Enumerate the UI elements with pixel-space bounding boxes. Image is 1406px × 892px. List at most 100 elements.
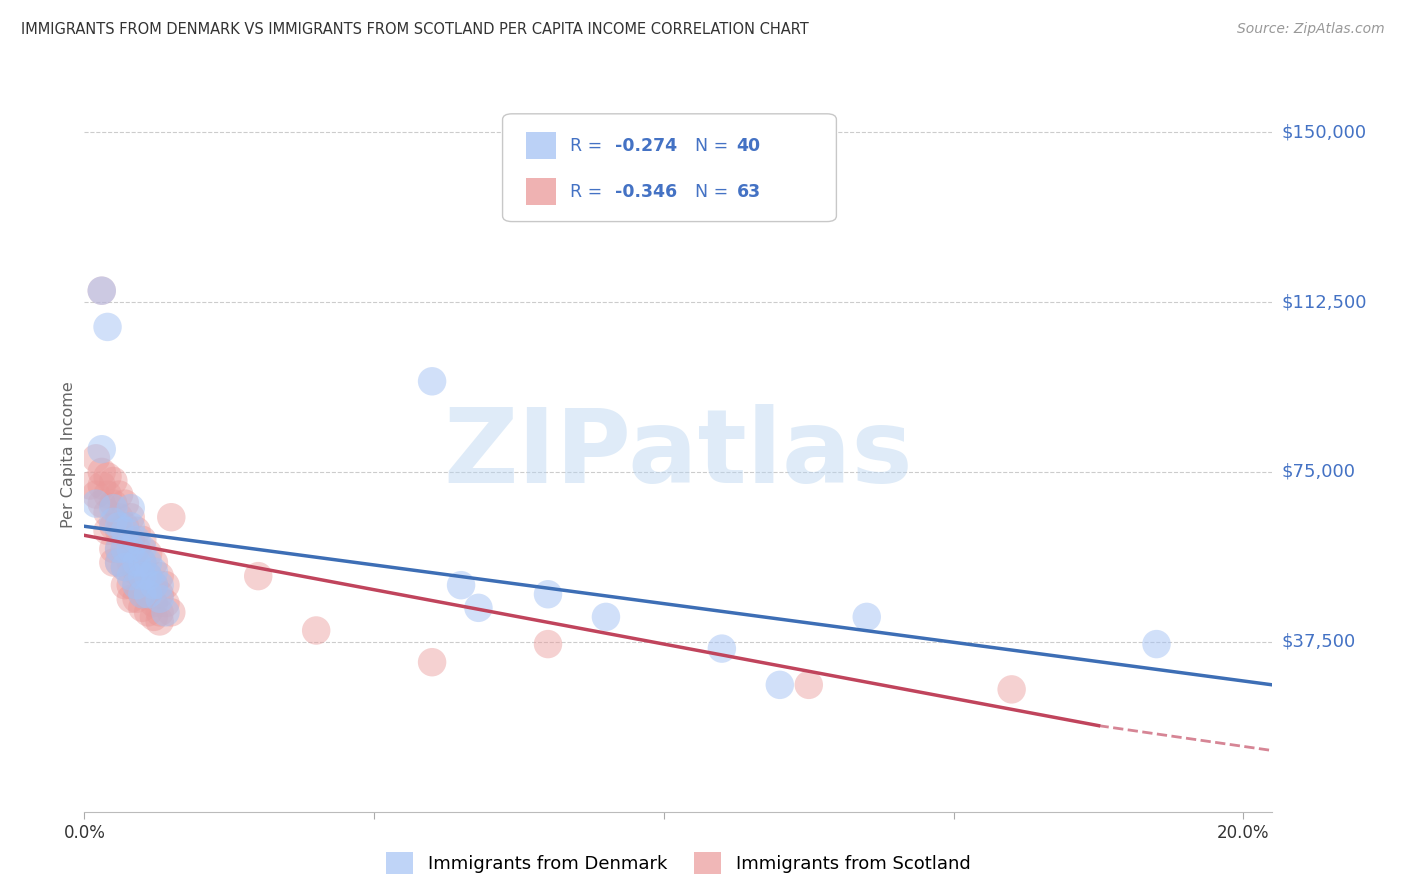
Point: [136, 556, 159, 570]
Point: [108, 541, 131, 556]
Point: [120, 519, 142, 533]
Point: [96, 469, 118, 483]
Point: [114, 541, 136, 556]
Point: [114, 497, 136, 511]
Point: [155, 606, 177, 620]
Point: [120, 510, 142, 524]
Text: $37,500: $37,500: [1282, 632, 1357, 651]
Point: [247, 569, 270, 583]
Point: [142, 596, 165, 610]
Point: [125, 578, 148, 592]
Point: [537, 637, 560, 651]
Point: [142, 565, 165, 579]
Point: [108, 487, 131, 501]
Point: [120, 591, 142, 606]
Point: [103, 556, 125, 570]
Point: [1001, 682, 1024, 697]
Point: [108, 519, 131, 533]
Point: [120, 501, 142, 516]
Point: [136, 546, 159, 560]
Point: [142, 578, 165, 592]
Point: [450, 578, 472, 592]
Point: [131, 569, 153, 583]
Point: [136, 606, 159, 620]
Point: [108, 541, 131, 556]
FancyBboxPatch shape: [502, 114, 837, 221]
Point: [90, 442, 112, 457]
Point: [467, 600, 489, 615]
Y-axis label: Per Capita Income: Per Capita Income: [60, 382, 76, 528]
Point: [149, 615, 172, 629]
Point: [136, 569, 159, 583]
Point: [155, 578, 177, 592]
Point: [155, 596, 177, 610]
Point: [160, 510, 183, 524]
Point: [142, 556, 165, 570]
Point: [79, 478, 101, 492]
Point: [96, 487, 118, 501]
Point: [131, 533, 153, 547]
Point: [90, 465, 112, 479]
Point: [125, 591, 148, 606]
Point: [90, 284, 112, 298]
Point: [149, 569, 172, 583]
Point: [1146, 637, 1168, 651]
Point: [160, 606, 183, 620]
Point: [120, 578, 142, 592]
Point: [595, 610, 617, 624]
Point: [537, 587, 560, 601]
Point: [131, 541, 153, 556]
Point: [114, 519, 136, 533]
Point: [136, 569, 159, 583]
Text: $150,000: $150,000: [1282, 123, 1367, 141]
Point: [114, 541, 136, 556]
Point: [114, 578, 136, 592]
Bar: [526, 178, 555, 205]
Point: [120, 541, 142, 556]
Point: [114, 524, 136, 538]
Point: [131, 587, 153, 601]
Bar: [526, 132, 555, 159]
Point: [84, 451, 107, 466]
Point: [103, 519, 125, 533]
Text: Source: ZipAtlas.com: Source: ZipAtlas.com: [1237, 22, 1385, 37]
Text: N =: N =: [695, 183, 734, 201]
Point: [420, 374, 443, 388]
Point: [114, 560, 136, 574]
Point: [96, 320, 118, 334]
Text: R =: R =: [571, 183, 607, 201]
Point: [149, 606, 172, 620]
Point: [142, 578, 165, 592]
Point: [131, 556, 153, 570]
Point: [131, 556, 153, 570]
Point: [136, 587, 159, 601]
Point: [108, 556, 131, 570]
Text: 63: 63: [737, 183, 761, 201]
Point: [96, 524, 118, 538]
Point: [108, 510, 131, 524]
Point: [84, 487, 107, 501]
Point: [131, 587, 153, 601]
Point: [131, 569, 153, 583]
Point: [108, 556, 131, 570]
Legend: Immigrants from Denmark, Immigrants from Scotland: Immigrants from Denmark, Immigrants from…: [375, 841, 981, 885]
Text: $75,000: $75,000: [1282, 463, 1355, 481]
Point: [90, 284, 112, 298]
Point: [125, 524, 148, 538]
Point: [149, 587, 172, 601]
Point: [114, 560, 136, 574]
Point: [125, 565, 148, 579]
Text: 40: 40: [737, 136, 761, 154]
Point: [103, 497, 125, 511]
Point: [120, 533, 142, 547]
Point: [103, 474, 125, 488]
Point: [136, 587, 159, 601]
Point: [149, 578, 172, 592]
Point: [103, 515, 125, 529]
Point: [84, 497, 107, 511]
Point: [769, 678, 792, 692]
Point: [797, 678, 820, 692]
Point: [90, 478, 112, 492]
Point: [120, 569, 142, 583]
Point: [131, 600, 153, 615]
